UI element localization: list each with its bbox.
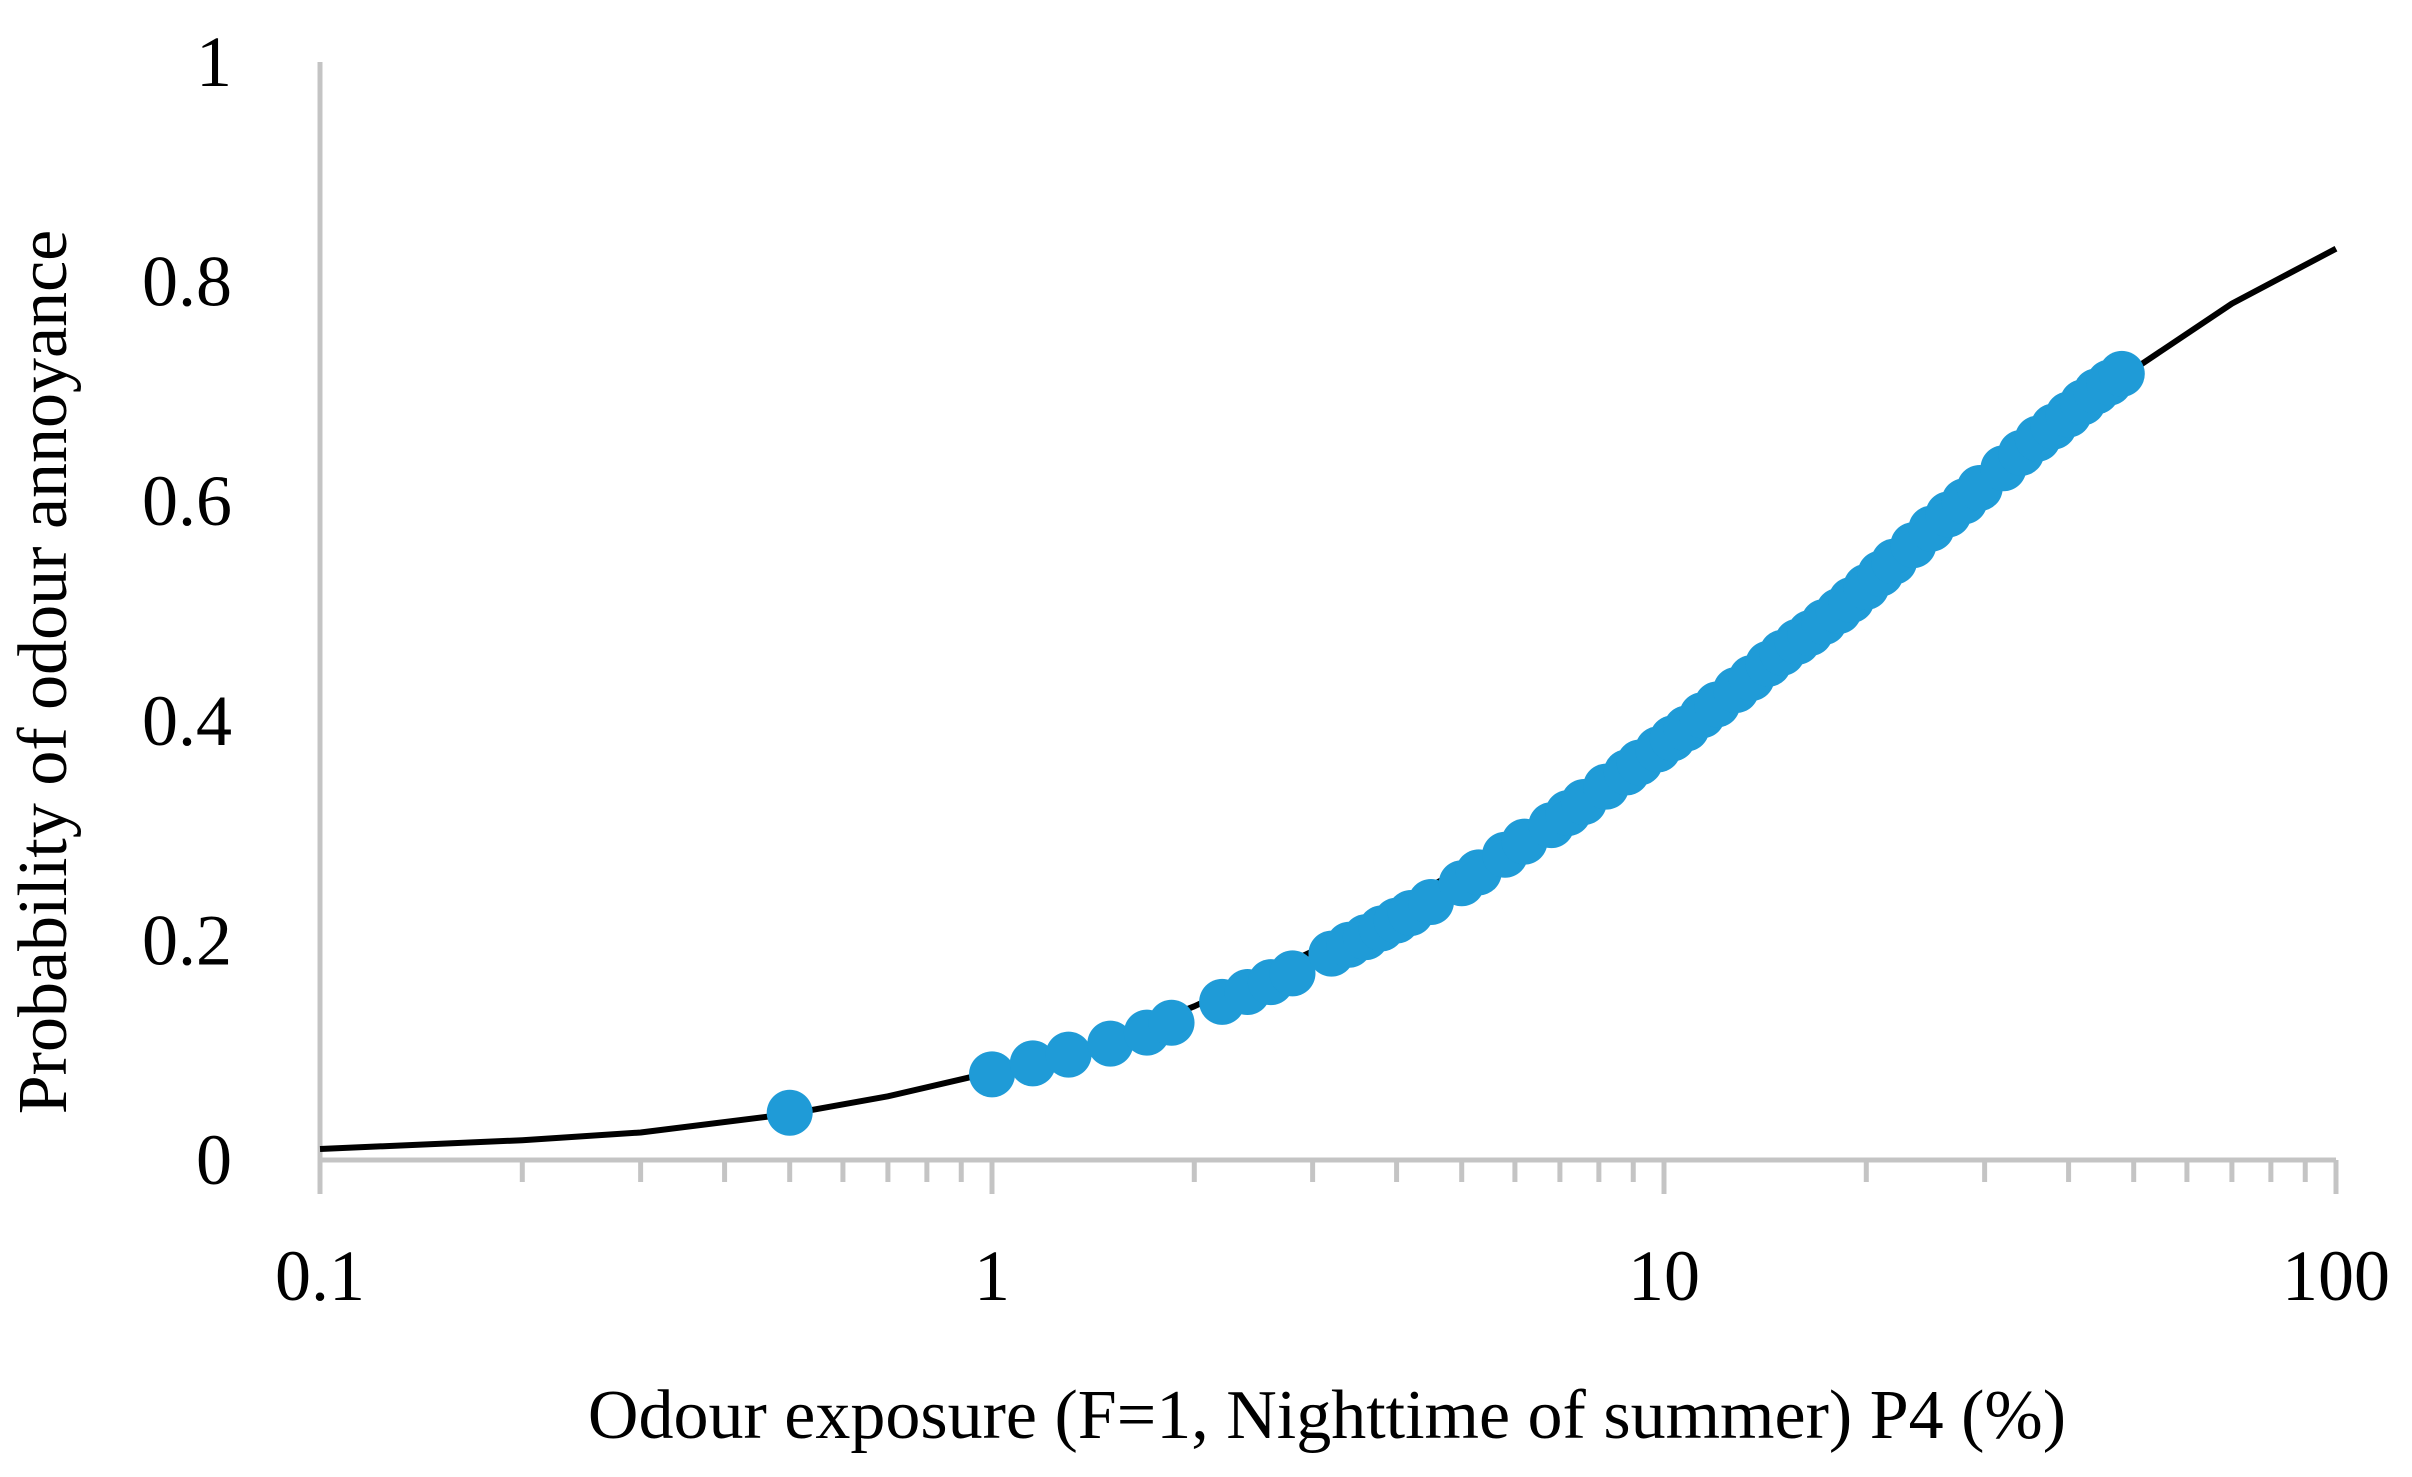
x-axis-label: Odour exposure (F=1, Nighttime of summer…	[588, 1377, 2066, 1454]
y-tick-label: 1	[196, 22, 232, 102]
y-tick-label: 0	[196, 1120, 232, 1200]
data-points-layer	[766, 350, 2145, 1136]
fitted-curve-layer	[319, 246, 2338, 1152]
y-tick-label: 0.2	[142, 900, 232, 980]
data-point	[2098, 350, 2145, 397]
x-tick-label: 1	[974, 1236, 1010, 1316]
labels-layer: Odour exposure (F=1, Nighttime of summer…	[5, 230, 2066, 1454]
y-axis-label: Probability of odour annoyance	[5, 230, 82, 1115]
fitted-curve	[319, 246, 2338, 1152]
data-point	[766, 1089, 813, 1136]
y-tick-label: 0.8	[142, 242, 232, 322]
data-point	[1269, 950, 1316, 997]
data-point	[1045, 1031, 1092, 1078]
y-tick-label: 0.6	[142, 461, 232, 541]
data-point	[1148, 999, 1195, 1046]
axes: 0.1 1 10 100 0 0.2 0.4 0.6 0.8 1	[142, 22, 2390, 1316]
y-tick-label: 0.4	[142, 681, 232, 761]
x-tick-label: 0.1	[275, 1236, 365, 1316]
data-point	[969, 1051, 1015, 1098]
data-point	[1087, 1020, 1134, 1067]
x-tick-label: 10	[1628, 1236, 1700, 1316]
data-point	[1009, 1040, 1056, 1087]
x-tick-label: 100	[2282, 1236, 2390, 1316]
